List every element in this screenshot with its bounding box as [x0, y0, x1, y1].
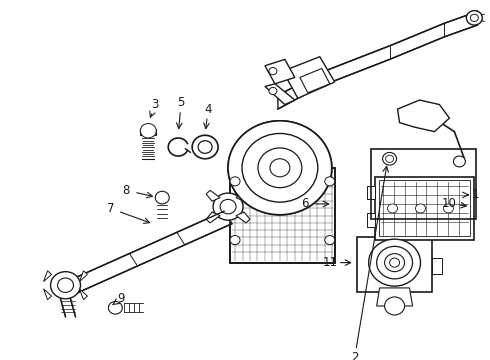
Circle shape: [385, 297, 405, 315]
Polygon shape: [140, 129, 156, 135]
Circle shape: [453, 156, 465, 167]
Text: 4: 4: [204, 103, 212, 116]
Circle shape: [228, 121, 332, 215]
Circle shape: [230, 177, 240, 186]
Circle shape: [416, 204, 425, 213]
Polygon shape: [236, 190, 250, 201]
Circle shape: [383, 152, 396, 165]
Text: 3: 3: [151, 98, 159, 111]
Text: 10: 10: [442, 197, 457, 211]
Circle shape: [470, 14, 478, 22]
Circle shape: [386, 155, 393, 162]
Circle shape: [192, 135, 218, 159]
Polygon shape: [206, 212, 220, 223]
Circle shape: [385, 253, 405, 272]
Circle shape: [228, 121, 332, 215]
Circle shape: [443, 204, 453, 213]
Polygon shape: [265, 59, 295, 84]
Circle shape: [388, 204, 397, 213]
Bar: [367, 213, 375, 226]
Text: 8: 8: [122, 184, 130, 197]
Polygon shape: [79, 271, 87, 282]
Circle shape: [213, 193, 243, 220]
Circle shape: [368, 239, 420, 286]
Circle shape: [108, 301, 122, 314]
Polygon shape: [300, 68, 330, 93]
Polygon shape: [44, 289, 51, 300]
Bar: [433, 258, 442, 274]
Circle shape: [230, 235, 240, 244]
Polygon shape: [397, 100, 449, 132]
Circle shape: [155, 191, 169, 204]
Polygon shape: [265, 84, 295, 104]
Circle shape: [198, 141, 212, 153]
Circle shape: [325, 177, 335, 186]
Circle shape: [377, 246, 413, 279]
Circle shape: [242, 134, 318, 202]
Bar: [379, 180, 470, 237]
Circle shape: [275, 163, 285, 172]
Circle shape: [50, 272, 80, 299]
Text: 2: 2: [351, 351, 359, 360]
Text: 6: 6: [301, 197, 309, 211]
Polygon shape: [67, 211, 232, 294]
Circle shape: [140, 123, 156, 138]
Bar: [230, 168, 335, 263]
Circle shape: [269, 68, 277, 75]
Bar: [371, 149, 476, 219]
Polygon shape: [283, 57, 335, 98]
Text: 11: 11: [322, 256, 337, 269]
Circle shape: [390, 258, 399, 267]
Text: 5: 5: [177, 96, 185, 109]
Circle shape: [220, 199, 236, 214]
Circle shape: [242, 134, 318, 202]
Circle shape: [269, 87, 277, 95]
Polygon shape: [206, 190, 220, 201]
Text: 7: 7: [107, 202, 114, 215]
Bar: [375, 177, 474, 240]
Circle shape: [270, 159, 290, 177]
Polygon shape: [44, 271, 51, 282]
Circle shape: [466, 11, 482, 25]
Text: 1: 1: [471, 188, 479, 201]
Bar: [230, 168, 335, 263]
Bar: [357, 237, 433, 292]
Circle shape: [57, 278, 74, 292]
Bar: [367, 186, 375, 199]
Polygon shape: [255, 154, 305, 190]
Circle shape: [258, 148, 302, 188]
Text: 9: 9: [118, 292, 125, 305]
Circle shape: [325, 235, 335, 244]
Polygon shape: [377, 288, 413, 306]
Polygon shape: [236, 212, 250, 223]
Circle shape: [258, 148, 302, 188]
Polygon shape: [79, 289, 87, 300]
Polygon shape: [278, 12, 477, 109]
Circle shape: [268, 157, 292, 179]
